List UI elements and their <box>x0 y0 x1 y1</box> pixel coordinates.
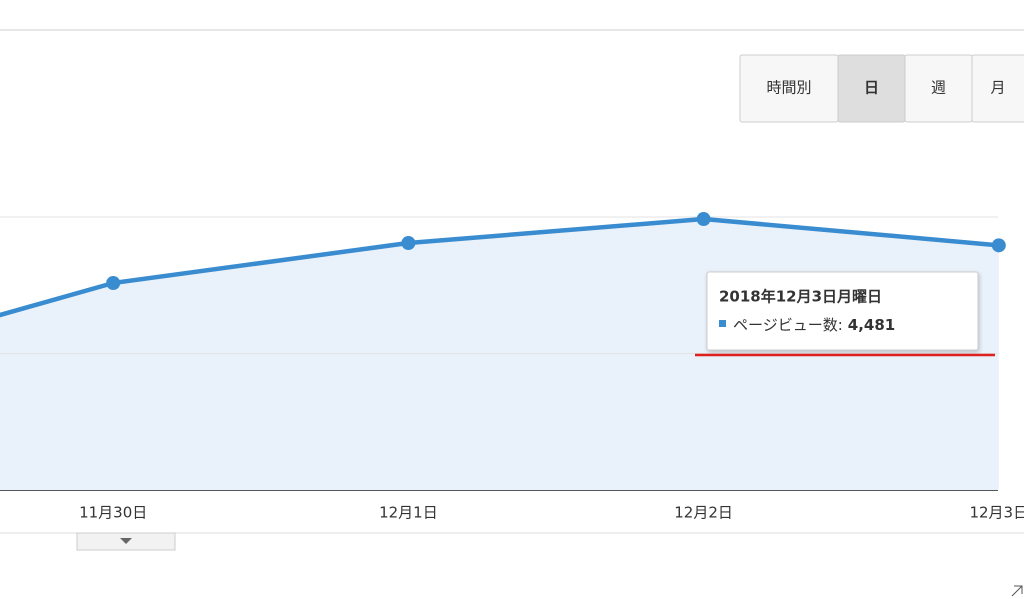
button[interactable]: 時間別 <box>739 54 839 123</box>
resize-icon[interactable] <box>1011 585 1023 597</box>
point <box>401 235 416 250</box>
point <box>106 276 121 291</box>
x-tick-label: 11月30日 <box>79 504 147 522</box>
button-label: 時間別 <box>766 79 811 97</box>
tooltip-series: ページビュー数: <box>733 316 843 334</box>
button-label: 日 <box>864 79 879 97</box>
view-buttons: 時間別 日 週 月 <box>739 54 1024 123</box>
button-label: 週 <box>931 79 946 97</box>
x-tick-label: 12月3日 <box>969 504 1024 522</box>
button[interactable]: 日 <box>837 54 906 123</box>
tooltip-swatch <box>719 320 726 327</box>
tooltip-title: 2018年12月3日月曜日 <box>719 288 882 306</box>
button[interactable]: 週 <box>904 54 973 123</box>
collapse-tab[interactable] <box>76 532 176 551</box>
x-tick-label: 12月2日 <box>674 504 733 522</box>
button-label: 月 <box>990 79 1005 97</box>
point <box>991 238 1006 253</box>
button[interactable]: 月 <box>971 54 1024 123</box>
tooltip-text: ページビュー数: 4,481 <box>733 316 895 334</box>
x-tick-label: 12月1日 <box>379 504 438 522</box>
button-bg[interactable] <box>971 54 1024 123</box>
point <box>696 212 711 227</box>
tooltip-value: 4,481 <box>848 316 895 334</box>
tab-arrow <box>120 538 132 544</box>
tooltip-box <box>706 271 979 351</box>
